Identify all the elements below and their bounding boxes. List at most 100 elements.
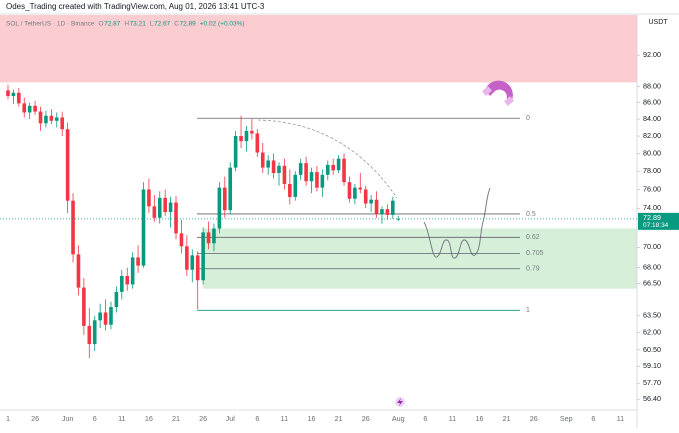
candle-body — [385, 209, 390, 215]
candle-body — [239, 136, 243, 142]
candle-body — [260, 152, 265, 168]
candle-body — [374, 199, 379, 214]
candle-body — [266, 160, 270, 168]
candle-body — [282, 165, 287, 184]
legend-open-label: O — [99, 21, 104, 28]
candle-body — [353, 187, 357, 199]
legend-open: 72.87 — [104, 21, 121, 28]
candle-body — [190, 255, 195, 270]
y-tick-label: 68.00 — [643, 263, 661, 272]
fib-label: 0.62 — [526, 234, 540, 241]
candle-body — [92, 320, 97, 345]
x-tick-label: Jul — [226, 414, 236, 423]
y-tick-label: 80.00 — [643, 148, 661, 157]
x-tick-label: 11 — [449, 414, 456, 423]
candle-body — [130, 257, 135, 285]
candle-body — [325, 164, 330, 175]
y-tick-label: 82.00 — [643, 131, 661, 140]
x-tick-label: 16 — [476, 414, 484, 423]
candle-body — [185, 246, 189, 270]
candle-body — [320, 174, 325, 188]
candle-body — [380, 209, 384, 214]
candle-body — [288, 183, 292, 197]
legend-low: 72.67 — [154, 21, 171, 28]
y-tick-label: 66.50 — [643, 278, 661, 287]
candle-body — [120, 276, 124, 292]
candle-body — [87, 325, 92, 345]
candle-body — [244, 130, 249, 142]
x-tick-label: Jun — [62, 414, 74, 423]
candle-body — [141, 189, 146, 266]
candle-body — [233, 136, 238, 168]
candle-body — [201, 232, 205, 281]
x-tick-label: 6 — [93, 414, 97, 423]
y-tick-label: 78.00 — [643, 166, 661, 175]
candle-body — [147, 189, 151, 207]
x-tick-label: 16 — [145, 414, 153, 423]
candle-body — [76, 254, 81, 288]
candle-body — [336, 158, 341, 171]
candle-body — [304, 163, 308, 182]
candle-body — [309, 172, 314, 182]
candle-body — [17, 92, 21, 104]
legend-high: 73.21 — [130, 21, 147, 28]
candle-body — [60, 117, 64, 130]
candle-body — [342, 158, 346, 183]
candle-body — [212, 228, 216, 244]
last-price-box — [638, 212, 679, 230]
candle-body — [109, 307, 113, 325]
legend-change: +0.02 (+0.03%) — [200, 21, 245, 28]
candle-body — [369, 199, 373, 204]
x-tick-label: 16 — [308, 414, 316, 423]
y-tick-label: 57.70 — [643, 378, 661, 387]
candle-body — [98, 312, 102, 321]
x-tick-label: 11 — [617, 414, 624, 423]
legend: SOL / TetherUS · 1D · Binance O 72.87 H 73.2… — [6, 21, 245, 28]
candle-body — [22, 103, 27, 113]
x-tick-label: 11 — [118, 414, 125, 423]
candle-body — [163, 197, 167, 213]
legend-close: 72.89 — [179, 21, 196, 28]
magnet-icon — [482, 80, 514, 106]
x-tick-label: 26 — [199, 414, 207, 423]
candle-body — [71, 200, 75, 255]
x-tick-label: 21 — [503, 414, 511, 423]
alert-icon — [395, 397, 405, 407]
y-tick-label: 60.50 — [643, 345, 661, 354]
currency: USDT — [648, 19, 668, 26]
candle-body — [152, 206, 157, 218]
fib-label: 0 — [526, 115, 530, 122]
x-tick-label: 26 — [31, 414, 39, 423]
y-tick-label: 74.00 — [643, 203, 661, 212]
candle-body — [298, 163, 303, 175]
candle-body — [125, 276, 130, 285]
projection-sketch — [423, 187, 491, 259]
candle-body — [38, 111, 43, 124]
y-tick-label: 70.00 — [643, 242, 661, 251]
candle-body — [223, 187, 227, 211]
x-tick-label: 6 — [591, 414, 595, 423]
legend-high-label: H — [124, 21, 129, 28]
y-tick-label: 86.00 — [643, 97, 661, 106]
fib-label: 0.705 — [526, 250, 544, 257]
candle-body — [136, 257, 140, 266]
candle-body — [114, 291, 119, 308]
fib-label: 0.79 — [526, 266, 540, 273]
header: Odes_Trading created with TradingView.co… — [6, 2, 265, 11]
y-tick-label: 56.40 — [643, 394, 661, 403]
candle-body — [179, 233, 184, 247]
candle-body — [49, 115, 54, 121]
arc-drawing — [257, 119, 398, 199]
x-tick-label: 21 — [172, 414, 180, 423]
candle-body — [54, 117, 59, 121]
y-tick-label: 92.00 — [643, 50, 661, 59]
fib-label: 1 — [526, 307, 530, 314]
candle-body — [157, 197, 162, 218]
candle-body — [358, 187, 363, 190]
candle-body — [315, 172, 319, 188]
fib-label: 0.5 — [526, 211, 536, 218]
x-tick-label: 26 — [530, 414, 538, 423]
candle-body — [331, 164, 335, 171]
candle-body — [65, 129, 70, 201]
